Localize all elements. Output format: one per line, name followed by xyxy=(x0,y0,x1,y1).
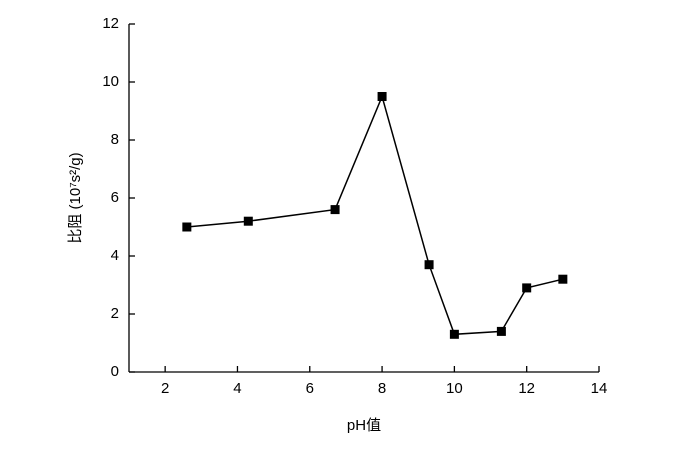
x-tick-label: 2 xyxy=(161,380,169,397)
x-tick-label: 8 xyxy=(378,380,386,397)
line xyxy=(186,94,564,336)
x-tick-label: 10 xyxy=(446,380,463,397)
x-tick-label: 6 xyxy=(306,380,314,397)
y-tick-label: 4 xyxy=(111,247,119,264)
marker xyxy=(558,274,568,284)
marker xyxy=(522,283,532,293)
marker xyxy=(182,222,192,232)
y-tick-label: 2 xyxy=(111,305,119,322)
x-tick-label: 12 xyxy=(518,380,535,397)
x-tick-label: 4 xyxy=(233,380,241,397)
marker xyxy=(449,329,459,339)
x-axis-label: pH值 xyxy=(347,417,381,434)
y-axis-label: 比阻 (10⁷s²/g) xyxy=(67,152,84,243)
x-tick-label: 14 xyxy=(591,380,608,397)
y-tick-label: 6 xyxy=(111,189,119,206)
y-tick-label: 12 xyxy=(102,15,119,32)
marker xyxy=(330,205,340,215)
y-tick-label: 10 xyxy=(102,73,119,90)
marker xyxy=(496,326,506,336)
marker xyxy=(424,260,434,270)
marker xyxy=(377,92,387,101)
y-tick-label: 0 xyxy=(111,363,119,380)
y-tick-label: 8 xyxy=(111,131,119,148)
marker xyxy=(243,216,253,226)
